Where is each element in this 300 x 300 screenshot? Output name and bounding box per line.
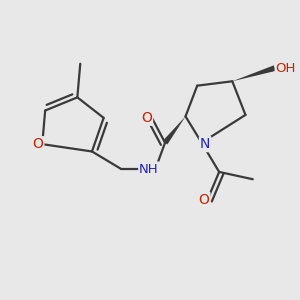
Text: N: N — [200, 137, 210, 151]
Text: O: O — [141, 111, 152, 125]
Polygon shape — [232, 65, 276, 81]
Text: O: O — [199, 193, 209, 207]
Text: OH: OH — [276, 61, 296, 75]
Text: O: O — [32, 137, 43, 151]
Polygon shape — [163, 116, 185, 145]
Text: NH: NH — [139, 163, 159, 176]
